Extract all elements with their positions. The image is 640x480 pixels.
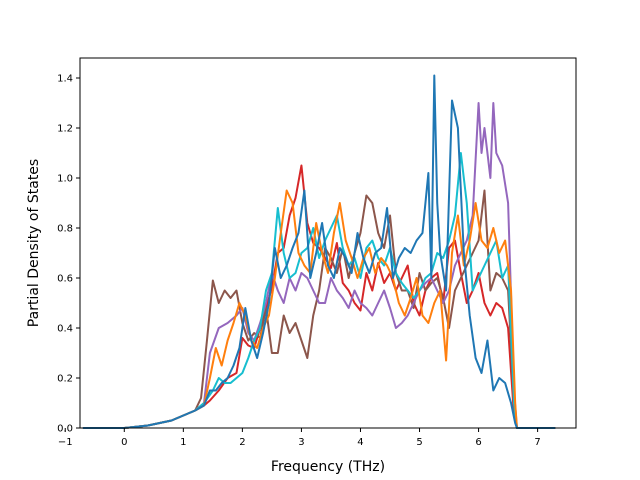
x-tick-label: 4 (357, 437, 363, 448)
x-tick-label: 2 (239, 437, 245, 448)
x-tick-label: 3 (298, 437, 304, 448)
y-axis-label: Partial Density of States (26, 159, 42, 327)
y-tick-label: 1.0 (57, 174, 73, 185)
series-line-6 (82, 74, 556, 429)
series-line-5 (82, 189, 556, 429)
y-tick-label: 0.0 (57, 424, 73, 435)
x-tick-label: 1 (180, 437, 186, 448)
y-tick-label: 0.8 (57, 224, 73, 235)
x-tick-label: −1 (58, 437, 73, 448)
y-axis-ticks: 0.0 0.2 0.4 0.6 0.8 1.0 1.2 1.4 (57, 74, 80, 435)
y-tick-label: 1.2 (57, 124, 73, 135)
plot-frame (79, 57, 577, 429)
x-tick-label: 7 (534, 437, 540, 448)
x-tick-label: 6 (475, 437, 481, 448)
y-tick-label: 0.2 (57, 374, 73, 385)
x-axis-ticks: −1 0 1 2 3 4 5 6 7 (58, 428, 541, 448)
series-layer (82, 74, 556, 429)
x-axis-label: Frequency (THz) (271, 459, 385, 475)
y-tick-label: 0.4 (57, 324, 73, 335)
series-line-3 (82, 102, 556, 429)
x-tick-label: 5 (416, 437, 422, 448)
y-tick-label: 0.6 (57, 274, 73, 285)
x-tick-label: 0 (121, 437, 127, 448)
y-tick-label: 1.4 (57, 74, 73, 85)
